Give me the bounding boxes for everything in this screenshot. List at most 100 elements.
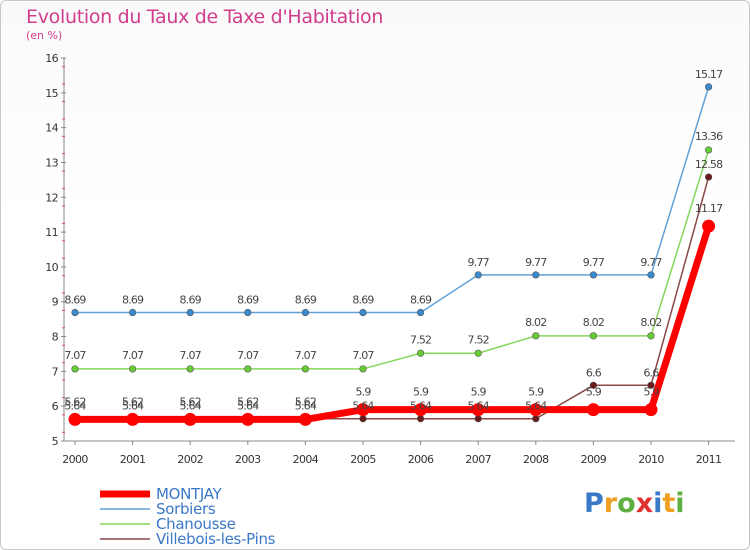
y-tick-label: 12 bbox=[45, 191, 58, 204]
data-label: 7.07 bbox=[237, 349, 259, 362]
data-label: 5.64 bbox=[237, 400, 259, 413]
data-point bbox=[647, 332, 655, 340]
logo-letter: o bbox=[617, 488, 636, 519]
data-label: 8.69 bbox=[122, 294, 144, 307]
x-tick-label: 2002 bbox=[177, 453, 203, 466]
data-point bbox=[71, 365, 79, 373]
logo-letter: i bbox=[675, 488, 685, 519]
data-label: 11.17 bbox=[695, 202, 723, 215]
data-label: 5.64 bbox=[180, 400, 202, 413]
data-point bbox=[126, 412, 140, 426]
data-point bbox=[702, 219, 716, 233]
legend-label: Villebois-les-Pins bbox=[156, 530, 276, 548]
data-point bbox=[359, 365, 367, 373]
data-point bbox=[417, 415, 425, 423]
data-point bbox=[644, 403, 658, 417]
x-tick-label: 2007 bbox=[465, 453, 491, 466]
data-point bbox=[647, 381, 655, 389]
series-line-1 bbox=[75, 86, 710, 314]
data-label: 7.07 bbox=[122, 349, 144, 362]
data-point bbox=[359, 415, 367, 423]
x-tick-label: 2008 bbox=[523, 453, 549, 466]
legend-label: Chanousse bbox=[156, 515, 236, 533]
y-tick-label: 9 bbox=[52, 296, 59, 309]
chart-title: Evolution du Taux de Taxe d'Habitation bbox=[26, 6, 384, 28]
data-label: 5.9 bbox=[413, 386, 429, 399]
logo-letter: P bbox=[584, 488, 604, 519]
data-point bbox=[471, 403, 485, 417]
data-point bbox=[589, 332, 598, 340]
data-point bbox=[529, 403, 543, 417]
x-tick-label: 2000 bbox=[62, 453, 88, 466]
y-tick-label: 15 bbox=[45, 87, 58, 100]
data-label: 7.07 bbox=[295, 349, 317, 362]
data-point bbox=[301, 308, 310, 317]
data-label: 5.9 bbox=[528, 386, 544, 399]
data-point bbox=[186, 365, 194, 373]
axes: 5 6 7 8 9 10 11 12 13 14 15 16 2000 2001 2002 2003 2004 2… bbox=[45, 52, 735, 466]
y-tick-label: 6 bbox=[52, 400, 59, 413]
data-label: 8.69 bbox=[410, 294, 432, 307]
data-label: 9.77 bbox=[525, 256, 547, 269]
y-tick-label: 16 bbox=[45, 52, 58, 65]
chart-subtitle: (en %) bbox=[26, 29, 63, 42]
data-label: 5.9 bbox=[471, 386, 487, 399]
data-label: 5.64 bbox=[122, 400, 144, 413]
data-label: 8.69 bbox=[295, 294, 317, 307]
data-label: 6.6 bbox=[643, 366, 659, 379]
data-label: 8.02 bbox=[583, 316, 604, 329]
data-label: 6.6 bbox=[586, 366, 602, 379]
data-point bbox=[532, 332, 540, 340]
data-point bbox=[417, 308, 425, 317]
data-point bbox=[704, 83, 713, 91]
data-label: 5.62 bbox=[237, 395, 258, 408]
x-tick-label: 2003 bbox=[235, 453, 261, 466]
data-point bbox=[241, 412, 255, 426]
data-point bbox=[704, 173, 713, 181]
data-label: 9.77 bbox=[468, 256, 490, 269]
data-label: 5.62 bbox=[122, 395, 143, 408]
logo-letter: r bbox=[603, 488, 618, 519]
data-label: 5.64 bbox=[468, 400, 490, 413]
data-point bbox=[532, 415, 540, 423]
data-label: 8.69 bbox=[237, 294, 259, 307]
y-tick-label: 7 bbox=[52, 365, 59, 378]
data-point bbox=[356, 403, 370, 417]
x-tick-label: 2011 bbox=[696, 453, 722, 466]
data-point bbox=[589, 381, 598, 389]
y-tick-label: 10 bbox=[45, 261, 58, 274]
data-point bbox=[474, 349, 482, 357]
y-tick-label: 8 bbox=[52, 331, 59, 344]
data-point bbox=[183, 412, 197, 426]
data-label: 5.9 bbox=[586, 386, 602, 399]
series-line-3 bbox=[75, 176, 710, 420]
x-tick-label: 2005 bbox=[350, 453, 376, 466]
data-label: 5.9 bbox=[643, 386, 659, 399]
data-point bbox=[647, 271, 655, 279]
data-label: 7.07 bbox=[180, 349, 202, 362]
y-tick-label: 14 bbox=[45, 122, 58, 135]
data-point bbox=[301, 365, 310, 373]
data-labels: 8.69 8.69 8.69 8.69 8.69 8.69 8.69 9.77 9.77 9.77… bbox=[64, 68, 724, 413]
data-label: 5.62 bbox=[295, 395, 316, 408]
logo-letter: i bbox=[653, 488, 663, 519]
proxiti-logo: Proxiti bbox=[584, 488, 685, 519]
x-tick-label: 2001 bbox=[120, 453, 146, 466]
data-point bbox=[474, 415, 482, 423]
data-point bbox=[71, 308, 79, 317]
data-point bbox=[532, 271, 540, 279]
series-line-0 bbox=[75, 225, 712, 423]
y-tick-label: 11 bbox=[45, 226, 58, 239]
data-label: 5.62 bbox=[180, 395, 201, 408]
data-point bbox=[417, 349, 425, 357]
y-tick-label: 5 bbox=[52, 435, 59, 448]
series-line-2 bbox=[75, 149, 710, 370]
x-tick-label: 2006 bbox=[408, 453, 434, 466]
data-label: 8.69 bbox=[352, 294, 374, 307]
x-tick-label: 2009 bbox=[581, 453, 607, 466]
data-label: 9.77 bbox=[640, 256, 662, 269]
logo-letter: t bbox=[662, 488, 676, 519]
x-tick-label: 2010 bbox=[638, 453, 664, 466]
data-label: 12.58 bbox=[695, 158, 723, 171]
data-label: 5.9 bbox=[355, 386, 371, 399]
